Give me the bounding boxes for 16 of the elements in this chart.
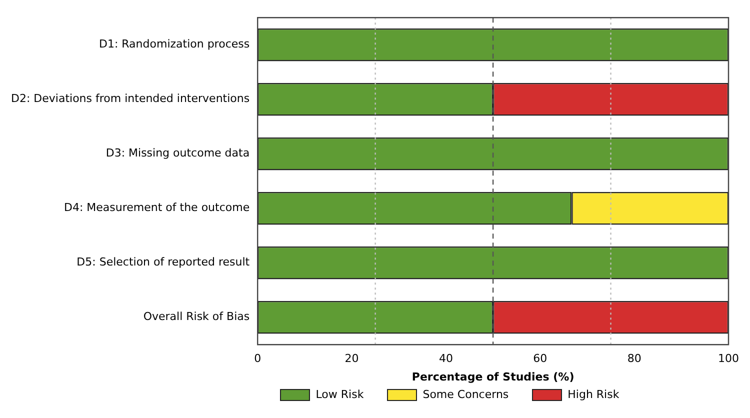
y-tick-label: D1: Randomization process: [98, 38, 250, 51]
y-tick-label: Overall Risk of Bias: [143, 310, 250, 324]
y-tick-label: D4: Measurement of the outcome: [64, 201, 250, 214]
x-axis-title: Percentage of Studies (%): [412, 370, 574, 384]
y-tick-label: D2: Deviations from intended interventions: [10, 92, 250, 106]
x-tick-label: 80: [627, 352, 642, 366]
x-tick-label: 100: [718, 352, 739, 366]
x-tick-label: 0: [254, 352, 262, 366]
y-tick-label: D5: Selection of reported result: [76, 256, 250, 269]
y-tick-label: D3: Missing outcome data: [106, 146, 250, 160]
legend-label: Some Concerns: [422, 388, 509, 401]
legend-label: Low Risk: [316, 388, 364, 401]
x-tick-label: 60: [533, 352, 548, 366]
x-tick-label: 40: [438, 352, 453, 366]
x-tick-label: 20: [344, 352, 359, 366]
legend-label: High Risk: [568, 388, 620, 401]
